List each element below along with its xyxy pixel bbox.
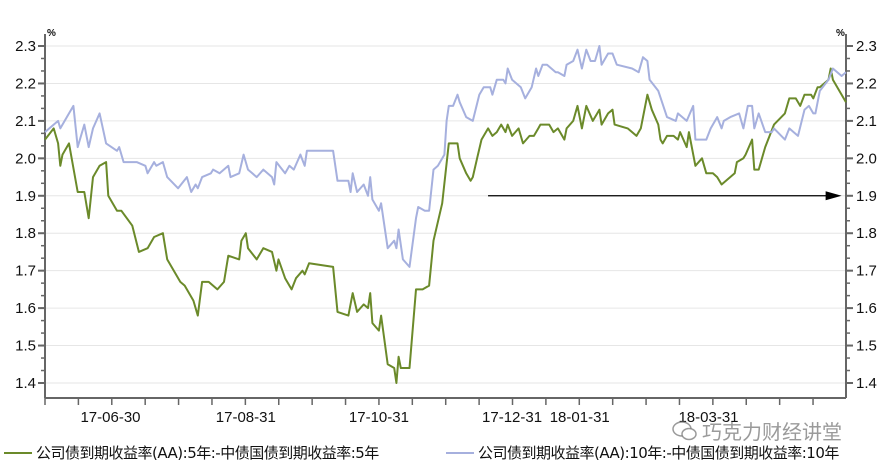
x-tick-label: 18-01-31 bbox=[550, 409, 610, 426]
y-tick-label-right: 2.0 bbox=[856, 150, 877, 167]
series-line-5y bbox=[44, 67, 847, 384]
y-tick-label-left: 1.4 bbox=[15, 375, 36, 392]
y-tick-label-left: 2.3 bbox=[15, 38, 36, 55]
y-tick-label-right: 1.9 bbox=[856, 188, 877, 205]
y-tick-label-right: 1.6 bbox=[856, 300, 877, 317]
y-tick-label-left: 1.5 bbox=[15, 338, 36, 355]
y-tick-label-right: 2.3 bbox=[856, 38, 877, 55]
y-unit-left: % bbox=[47, 28, 56, 39]
x-tick-label: 18-03-31 bbox=[678, 409, 738, 426]
legend-item-5y: 公司债到期收益率(AA):5年:-中债国债到期收益率:5年 bbox=[4, 442, 379, 463]
legend-swatch-5y bbox=[4, 451, 32, 454]
legend-label-10y: 公司债到期收益率(AA):10年:-中债国债到期收益率:10年 bbox=[478, 444, 839, 462]
series-line-10y bbox=[44, 45, 847, 268]
annotation-arrow-head bbox=[825, 191, 842, 201]
y-tick-label-left: 2.2 bbox=[15, 75, 36, 92]
y-tick-label-right: 1.4 bbox=[856, 375, 877, 392]
watermark: 巧克力财经讲堂 bbox=[672, 416, 842, 445]
y-tick-label-left: 1.9 bbox=[15, 188, 36, 205]
legend-swatch-10y bbox=[446, 451, 474, 454]
y-tick-label-left: 2.0 bbox=[15, 150, 36, 167]
y-tick-label-right: 1.5 bbox=[856, 338, 877, 355]
y-unit-right: % bbox=[836, 28, 845, 39]
x-tick-label: 17-06-30 bbox=[80, 409, 140, 426]
y-tick-label-left: 1.8 bbox=[15, 225, 36, 242]
x-tick-label: 17-10-31 bbox=[349, 409, 409, 426]
y-tick-label-left: 1.6 bbox=[15, 300, 36, 317]
wechat-icon bbox=[672, 420, 697, 440]
y-tick-label-right: 1.8 bbox=[856, 225, 877, 242]
legend-item-10y: 公司债到期收益率(AA):10年:-中债国债到期收益率:10年 bbox=[446, 442, 839, 463]
y-tick-label-left: 2.1 bbox=[15, 113, 36, 130]
y-tick-label-right: 1.7 bbox=[856, 263, 877, 280]
watermark-text: 巧克力财经讲堂 bbox=[702, 420, 842, 444]
y-tick-label-left: 1.7 bbox=[15, 263, 36, 280]
x-tick-label: 17-08-31 bbox=[216, 409, 276, 426]
x-tick-label: 17-12-31 bbox=[482, 409, 542, 426]
legend-label-5y: 公司债到期收益率(AA):5年:-中债国债到期收益率:5年 bbox=[36, 444, 379, 462]
y-tick-label-right: 2.2 bbox=[856, 75, 877, 92]
y-tick-label-right: 2.1 bbox=[856, 113, 877, 130]
